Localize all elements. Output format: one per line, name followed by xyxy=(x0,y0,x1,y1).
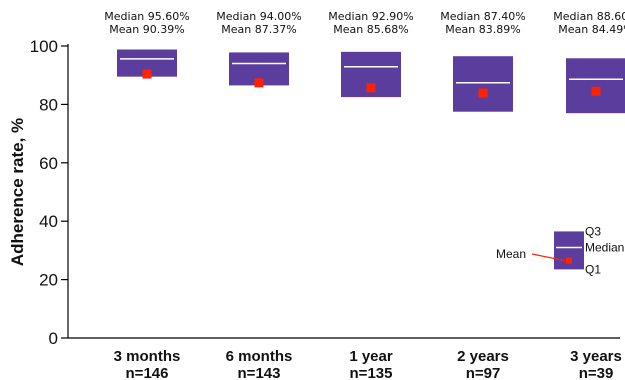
mean-marker xyxy=(366,83,376,93)
legend-mean-pointer xyxy=(531,253,566,262)
iqr-box xyxy=(453,56,513,112)
legend-mean-label: Mean xyxy=(496,247,526,261)
legend-mean-marker xyxy=(566,257,572,264)
x-tick-count: n=97 xyxy=(466,365,501,380)
y-tick-label: 100 xyxy=(30,37,58,56)
mean-annotation: Mean 83.89% xyxy=(445,23,520,36)
x-tick-label: 2 years xyxy=(457,348,509,365)
median-annotation: Median 88.60% xyxy=(553,10,625,23)
mean-annotation: Mean 84.49% xyxy=(558,23,625,36)
legend-median-label: Median xyxy=(585,240,624,254)
x-tick-count: n=39 xyxy=(579,365,614,380)
x-tick-label: 1 year xyxy=(349,348,393,365)
y-tick-label: 80 xyxy=(39,95,58,114)
legend-box: Q3 Median Q1 Mean xyxy=(496,224,624,276)
mean-annotation: Mean 85.68% xyxy=(333,23,408,36)
y-tick-label: 40 xyxy=(39,212,58,231)
y-tick-label: 60 xyxy=(39,154,58,173)
y-tick-label: 0 xyxy=(49,329,58,348)
median-annotation: Median 94.00% xyxy=(216,10,301,23)
summary-annotations: Median 95.60% Median 94.00% Median 92.90% M… xyxy=(104,10,625,36)
x-tick-label: 3 years xyxy=(570,348,622,365)
mean-marker xyxy=(478,88,488,98)
y-tick-label: 20 xyxy=(39,271,58,290)
mean-annotation: Mean 90.39% xyxy=(109,23,184,36)
y-axis-title: Adherence rate, % xyxy=(8,118,27,266)
median-annotation: Median 87.40% xyxy=(440,10,525,23)
mean-marker xyxy=(591,86,601,96)
legend-iqr-box xyxy=(554,231,584,270)
median-annotation: Median 92.90% xyxy=(328,10,413,23)
x-tick-count: n=146 xyxy=(126,365,169,380)
mean-marker xyxy=(142,69,152,79)
legend-q1-label: Q1 xyxy=(585,262,601,276)
x-tick-count: n=143 xyxy=(238,365,281,380)
x-tick-count: n=135 xyxy=(350,365,393,380)
mean-annotation: Mean 87.37% xyxy=(221,23,296,36)
legend-q3-label: Q3 xyxy=(585,224,601,238)
box-series xyxy=(117,49,625,114)
iqr-box xyxy=(566,58,625,114)
x-tick-label: 6 months xyxy=(226,348,293,365)
median-annotation: Median 95.60% xyxy=(104,10,189,23)
x-tick-label: 3 months xyxy=(114,348,181,365)
mean-marker xyxy=(254,78,264,88)
y-axis: Adherence rate, % 0 20 40 60 80 100 xyxy=(8,37,69,348)
